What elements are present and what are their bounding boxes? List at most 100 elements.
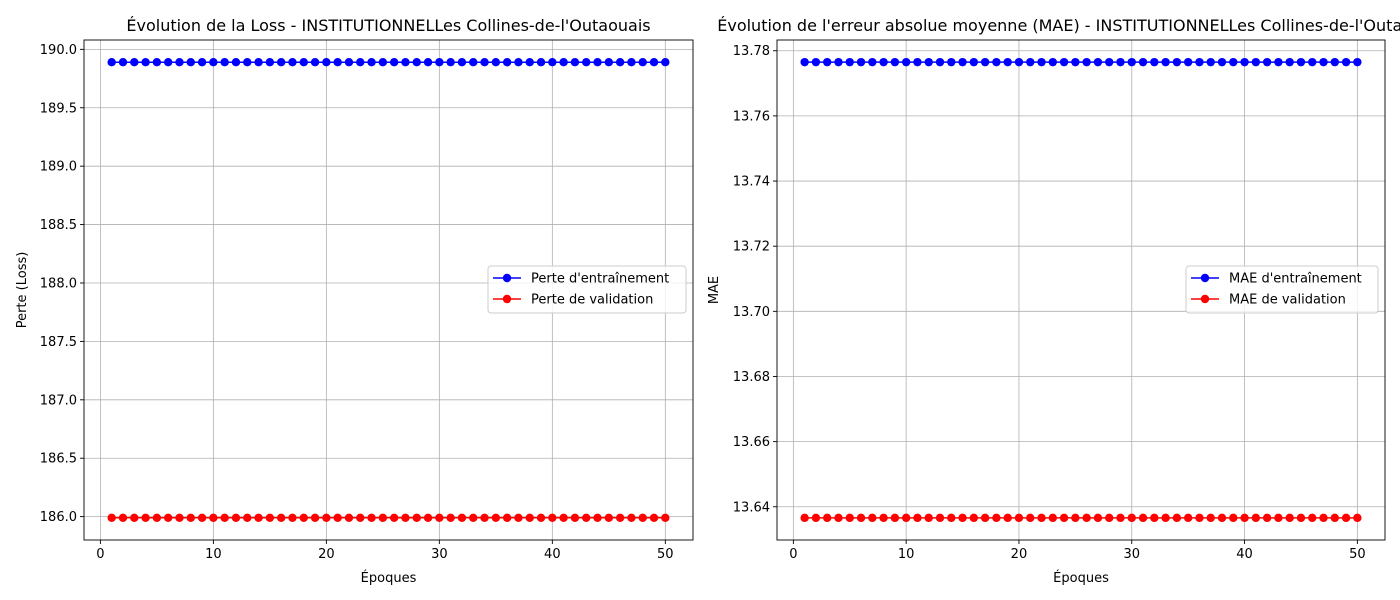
data-point [322, 513, 331, 523]
data-point [868, 513, 877, 523]
data-point [890, 513, 900, 523]
legend-label: Perte de validation [531, 293, 653, 308]
series-training [107, 57, 670, 67]
data-point [389, 57, 399, 67]
legend-marker [502, 273, 512, 283]
data-point [1037, 57, 1046, 67]
x-axis-label: Époques [361, 570, 417, 586]
data-point [220, 513, 229, 523]
y-tick-label: 187.5 [40, 335, 77, 350]
x-tick-label: 10 [205, 547, 222, 562]
data-point [913, 513, 922, 523]
data-point [1285, 57, 1294, 67]
data-point [992, 57, 1001, 67]
data-point [401, 513, 410, 523]
data-point [412, 513, 421, 523]
data-point [514, 513, 523, 523]
y-tick-label: 189.5 [40, 101, 77, 116]
data-point [901, 57, 911, 67]
data-point [834, 57, 843, 67]
legend-item: Perte de validation [493, 293, 653, 308]
data-point [130, 57, 139, 67]
legend-label: MAE de validation [1229, 293, 1346, 308]
data-point [491, 57, 501, 67]
data-point [570, 513, 580, 523]
legend-marker [1200, 294, 1210, 304]
y-tick-label: 190.0 [40, 43, 77, 58]
data-point [152, 513, 162, 523]
y-tick-label: 13.68 [733, 370, 770, 385]
y-tick-label: 13.74 [733, 175, 770, 190]
data-point [197, 513, 207, 523]
data-point [901, 513, 911, 523]
data-point [514, 57, 523, 67]
data-point [378, 513, 388, 523]
data-point [299, 57, 308, 67]
data-point [1353, 57, 1362, 67]
data-point [879, 57, 888, 67]
data-point [1082, 513, 1091, 523]
plot-frame [776, 39, 1386, 541]
data-point [469, 513, 478, 523]
data-point [344, 57, 354, 67]
x-tick-label: 40 [1236, 547, 1253, 562]
data-point [570, 57, 580, 67]
data-point [1251, 57, 1261, 67]
data-point [209, 513, 218, 523]
data-point [344, 513, 354, 523]
y-axis: 186.0 186.5 187.0 187.5 188.0 188.5 189.0 189.5… [40, 43, 84, 525]
data-point [1217, 57, 1227, 67]
data-point [800, 513, 809, 523]
x-tick-label: 20 [1011, 547, 1028, 562]
data-point [333, 513, 342, 523]
data-point [649, 57, 659, 67]
data-point [947, 57, 956, 67]
data-point [378, 57, 388, 67]
data-point [1138, 57, 1148, 67]
data-point [1353, 513, 1362, 523]
data-point [980, 57, 990, 67]
data-point [1116, 57, 1125, 67]
data-point [980, 513, 990, 523]
data-point [969, 513, 979, 523]
data-point [661, 513, 670, 523]
y-axis: 13.64 13.66 13.68 13.70 13.72 13.74 13.76 13.78 [733, 44, 777, 515]
data-point [118, 57, 128, 67]
data-point [107, 513, 116, 523]
data-point [480, 57, 489, 67]
data-point [604, 57, 614, 67]
series-training [800, 57, 1362, 67]
data-point [1217, 513, 1227, 523]
data-point [186, 513, 195, 523]
data-point [1183, 513, 1193, 523]
y-tick-label: 187.0 [40, 393, 77, 408]
data-point [958, 57, 967, 67]
x-tick-label: 10 [898, 547, 915, 562]
data-point [1206, 513, 1215, 523]
data-point [856, 513, 866, 523]
data-point [1274, 513, 1283, 523]
data-point [1003, 57, 1012, 67]
data-point [582, 57, 591, 67]
data-point [367, 57, 376, 67]
data-point [1082, 57, 1091, 67]
data-point [141, 513, 150, 523]
data-point [130, 513, 139, 523]
x-axis: 0 10 20 30 40 50 [96, 540, 674, 562]
data-point [1251, 513, 1261, 523]
data-point [992, 513, 1001, 523]
data-point [1105, 57, 1114, 67]
data-point [615, 513, 625, 523]
data-point [1059, 513, 1069, 523]
data-point [822, 513, 832, 523]
data-point [1026, 57, 1035, 67]
data-point [457, 57, 467, 67]
x-tick-label: 0 [96, 547, 104, 562]
x-tick-label: 30 [431, 547, 448, 562]
series-validation [107, 513, 670, 523]
legend-marker [1200, 273, 1210, 283]
data-point [220, 57, 229, 67]
data-point [288, 57, 297, 67]
x-tick-label: 30 [1123, 547, 1140, 562]
data-point [1206, 57, 1215, 67]
